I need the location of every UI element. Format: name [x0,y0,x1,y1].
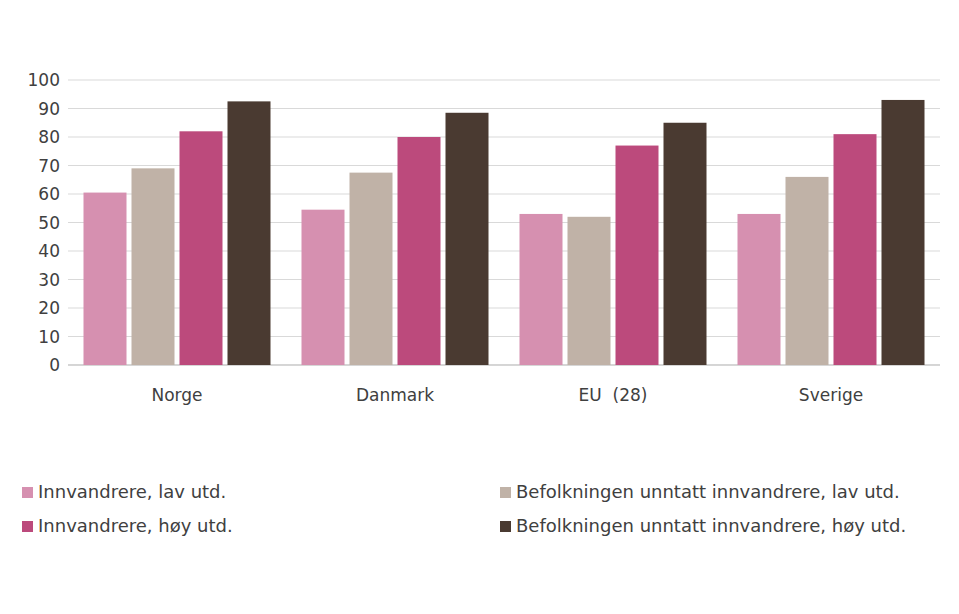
grid-line [68,80,940,81]
bar [616,146,659,365]
legend-label: Innvandrere, høy utd. [38,515,233,536]
bar [84,193,127,365]
bar [446,113,489,365]
y-tick-label: 60 [38,184,60,204]
bar [664,123,707,365]
bar [882,100,925,365]
x-tick-label: Danmark [356,385,434,405]
x-tick-label: EU (28) [579,385,648,405]
y-tick-label: 70 [38,156,60,176]
y-tick-label: 80 [38,127,60,147]
bar [180,131,223,365]
bar [132,168,175,365]
legend-swatch [22,521,33,532]
y-tick-label: 50 [38,213,60,233]
y-tick-label: 90 [38,99,60,119]
x-tick-label: Norge [151,385,202,405]
y-tick-label: 10 [38,327,60,347]
bar [738,214,781,365]
bar [228,101,271,365]
bar [520,214,563,365]
legend-label: Innvandrere, lav utd. [38,481,226,502]
bar [398,137,441,365]
y-tick-label: 0 [49,355,60,375]
legend-swatch [500,487,511,498]
bar [350,173,393,365]
legend-swatch [500,521,511,532]
bar [834,134,877,365]
chart-root: 0 10 20 30 40 50 60 70 80 90 100 Norge Danmark EU (28… [0,0,959,614]
y-tick-label: 20 [38,298,60,318]
legend-swatch [22,487,33,498]
y-tick-label: 100 [28,70,60,90]
x-tick-label: Sverige [799,385,863,405]
bars [84,100,925,365]
legend-label: Befolkningen unntatt innvandrere, lav ut… [516,481,900,502]
y-tick-label: 30 [38,270,60,290]
y-tick-label: 40 [38,241,60,261]
legend-label: Befolkningen unntatt innvandrere, høy ut… [516,515,906,536]
chart: 0 10 20 30 40 50 60 70 80 90 100 Norge Danmark EU (28… [0,0,959,614]
bar [568,217,611,365]
bar [786,177,829,365]
bar [302,210,345,365]
grid-line [68,108,940,109]
